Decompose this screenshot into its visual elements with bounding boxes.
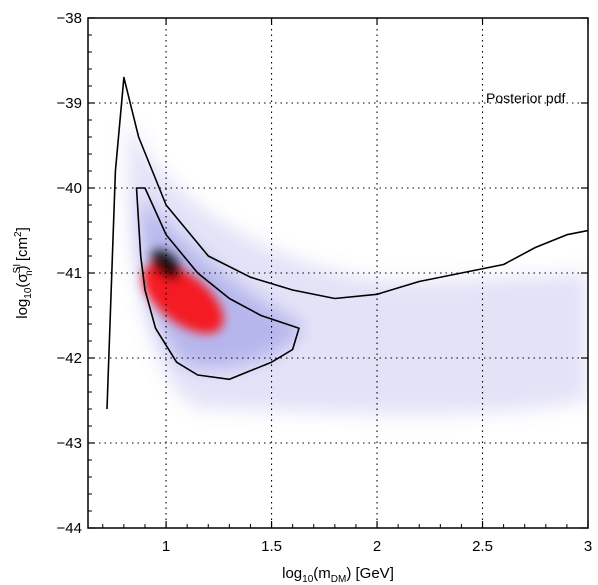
credible-contours — [106, 76, 588, 410]
contour-inner — [135, 187, 300, 381]
y-tick-label: −43 — [57, 435, 82, 452]
y-tick-label: −44 — [57, 520, 82, 537]
y-tick-label: −38 — [57, 10, 82, 27]
y-tick-label: −39 — [57, 95, 82, 112]
x-tick-label: 3 — [584, 538, 592, 555]
grid-lines — [88, 18, 588, 528]
density-layer-red — [142, 249, 224, 334]
y-tick-label: −40 — [57, 180, 82, 197]
density-peak — [151, 249, 181, 280]
y-tick-label: −42 — [57, 350, 82, 367]
density-red-region — [142, 263, 224, 334]
x-tick-label: 1.5 — [261, 538, 282, 555]
y-tick-label: −41 — [57, 265, 82, 282]
x-axis-label: log10(mDM) [GeV] — [282, 565, 394, 585]
posterior-annotation: Posterior pdf — [486, 90, 565, 106]
density-heatmap — [127, 120, 588, 415]
x-tick-label: 2.5 — [472, 538, 493, 555]
y-axis-label: log10(σSIn) [cm2] — [12, 227, 35, 319]
x-tick-label: 2 — [373, 538, 381, 555]
contour-outer — [106, 76, 588, 410]
x-tick-label: 1 — [162, 538, 170, 555]
axis-ticks: 1 1.5 2 2.5 3 −44 −43 −42 −41 −40 −39 −38 — [57, 10, 593, 555]
